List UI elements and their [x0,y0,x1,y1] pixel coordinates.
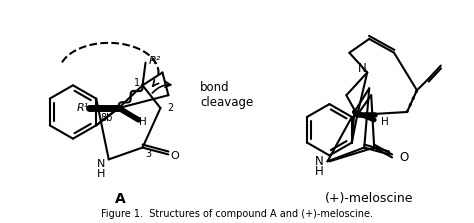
Text: N: N [97,159,105,169]
Text: A: A [115,192,126,206]
Text: H: H [97,169,105,179]
Text: H: H [381,117,389,127]
Text: H: H [138,117,146,127]
Text: R¹: R¹ [77,103,89,113]
Text: 2: 2 [167,103,173,113]
Text: N: N [315,155,324,168]
Text: O: O [399,151,408,164]
Text: 8b: 8b [100,113,113,123]
Text: (+)-meloscine: (+)-meloscine [325,192,413,205]
Text: H: H [315,165,324,178]
Text: O: O [170,151,179,161]
Text: bond
cleavage: bond cleavage [200,81,254,109]
Text: 1: 1 [135,78,141,88]
Text: N: N [358,62,366,75]
Text: R²: R² [148,56,161,66]
Text: Figure 1.  Structures of compound A and (+)-meloscine.: Figure 1. Structures of compound A and (… [101,209,373,219]
Text: 3: 3 [146,149,152,159]
